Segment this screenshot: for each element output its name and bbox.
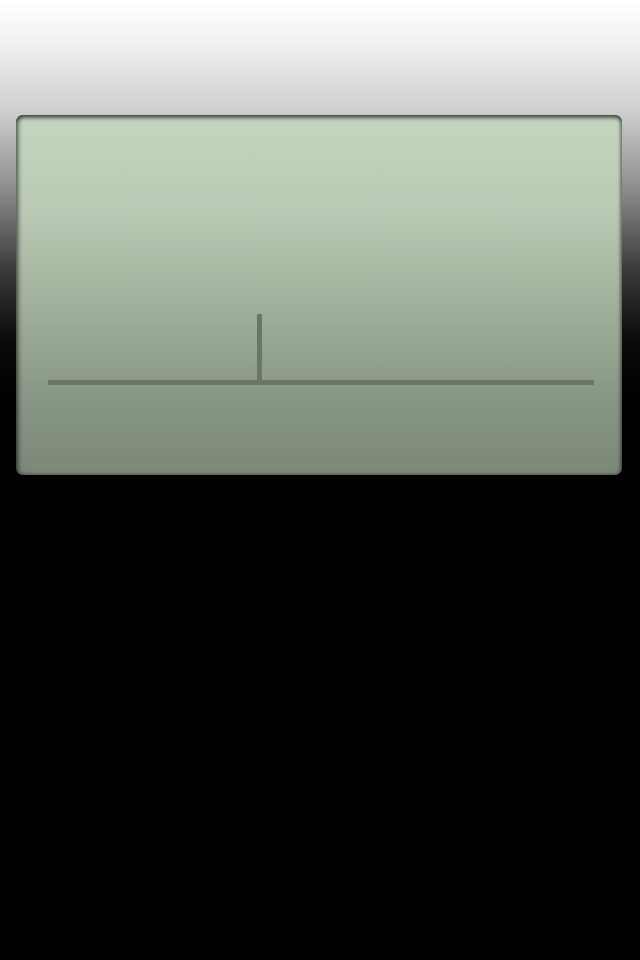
text-cursor-icon bbox=[257, 314, 262, 384]
lower-blank-area bbox=[0, 475, 640, 960]
lcd-screen[interactable] bbox=[16, 115, 622, 475]
input-baseline bbox=[48, 380, 594, 385]
